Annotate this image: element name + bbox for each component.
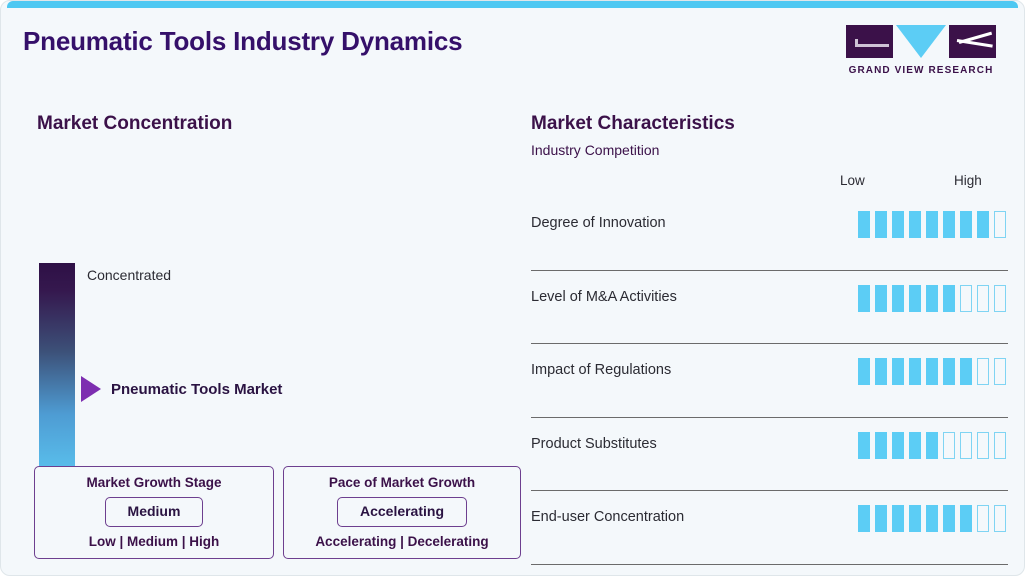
rating-tick-filled [858, 358, 870, 385]
characteristic-row: End-user Concentration [531, 491, 1008, 565]
rating-tick-filled [892, 284, 904, 312]
rating-tick-filled [858, 431, 870, 459]
rating-tick-filled [875, 284, 887, 312]
characteristic-rating-bars [858, 211, 1006, 238]
rating-tick-empty [960, 284, 972, 312]
rating-tick-filled [875, 431, 887, 459]
scale-high-label: High [954, 173, 982, 188]
characteristic-label: Level of M&A Activities [531, 288, 677, 305]
rating-tick-filled [926, 431, 938, 459]
rating-tick-filled [909, 431, 921, 459]
market-characteristics-subtitle: Industry Competition [531, 142, 660, 158]
market-concentration-panel: Market Concentration Concentrated Fragme… [1, 93, 521, 575]
rating-tick-filled [892, 431, 904, 459]
rating-tick-filled [858, 505, 870, 532]
rating-tick-filled [926, 211, 938, 238]
characteristic-label: Impact of Regulations [531, 362, 672, 378]
rating-tick-filled [892, 211, 904, 238]
rating-tick-filled [943, 358, 955, 385]
marker-arrow-icon [81, 376, 101, 402]
rating-tick-filled [926, 284, 938, 312]
pace-of-market-growth-value-chip: Accelerating [336, 497, 468, 527]
rating-tick-filled [892, 505, 904, 532]
rating-tick-empty [977, 284, 989, 312]
rating-tick-empty [994, 431, 1006, 459]
logo-left-block-icon [846, 25, 893, 58]
pace-of-market-growth-value: Accelerating [359, 503, 445, 519]
header: Pneumatic Tools Industry Dynamics GRAND … [1, 8, 1024, 93]
grand-view-research-logo: GRAND VIEW RESEARCH [846, 25, 996, 76]
market-growth-stage-value: Medium [127, 503, 181, 519]
stat-boxes: Market Growth Stage Medium Low | Medium … [34, 466, 521, 559]
rating-tick-filled [909, 505, 921, 532]
characteristic-label: Product Substitutes [531, 435, 657, 452]
rating-tick-empty [977, 505, 989, 532]
page-title: Pneumatic Tools Industry Dynamics [23, 26, 463, 56]
rating-tick-filled [875, 505, 887, 532]
characteristic-label: Degree of Innovation [531, 215, 666, 231]
rating-tick-empty [994, 358, 1006, 385]
market-concentration-title: Market Concentration [37, 113, 233, 134]
characteristic-row: Level of M&A Activities [531, 271, 1008, 344]
rating-tick-filled [977, 211, 989, 238]
top-accent-strip [7, 1, 1018, 8]
market-growth-stage-options: Low | Medium | High [88, 534, 220, 549]
rating-tick-filled [943, 284, 955, 312]
rating-tick-empty [960, 431, 972, 459]
rating-tick-filled [909, 284, 921, 312]
rating-tick-filled [960, 358, 972, 385]
concentration-scale-top-label: Concentrated [87, 267, 172, 283]
pace-of-market-growth-heading: Pace of Market Growth [328, 475, 476, 490]
rating-tick-empty [994, 505, 1006, 532]
rating-tick-empty [977, 358, 989, 385]
characteristic-rating-bars [858, 284, 1006, 312]
characteristic-rating-bars [858, 358, 1006, 385]
rating-tick-filled [909, 358, 921, 385]
rating-tick-filled [858, 284, 870, 312]
characteristic-row: Impact of Regulations [531, 344, 1008, 418]
characteristic-rating-bars [858, 431, 1006, 459]
rating-tick-empty [977, 431, 989, 459]
rating-tick-empty [994, 284, 1006, 312]
rating-tick-filled [858, 211, 870, 238]
rating-tick-filled [943, 505, 955, 532]
rating-tick-filled [892, 358, 904, 385]
rating-tick-empty [994, 211, 1006, 238]
market-growth-stage-heading: Market Growth Stage [86, 475, 222, 490]
characteristic-rating-bars [858, 505, 1006, 532]
scale-low-label: Low [840, 173, 865, 188]
market-characteristics-panel: Market Characteristics Industry Competit… [513, 93, 1024, 575]
rating-tick-empty [943, 431, 955, 459]
rating-tick-filled [909, 211, 921, 238]
rating-tick-filled [875, 358, 887, 385]
rating-tick-filled [960, 505, 972, 532]
pace-of-market-growth-box: Pace of Market Growth Accelerating Accel… [283, 466, 521, 559]
characteristic-label: End-user Concentration [531, 509, 685, 525]
rating-tick-filled [943, 211, 955, 238]
market-characteristics-title: Market Characteristics [531, 113, 735, 134]
rating-tick-filled [926, 358, 938, 385]
logo-marks [846, 25, 996, 60]
characteristic-row: Degree of Innovation [531, 197, 1008, 271]
pace-of-market-growth-options: Accelerating | Decelerating [315, 534, 489, 549]
logo-wordmark: GRAND VIEW RESEARCH [848, 65, 994, 76]
market-growth-stage-box: Market Growth Stage Medium Low | Medium … [34, 466, 274, 559]
market-growth-stage-value-chip: Medium [104, 497, 204, 527]
rating-tick-filled [960, 211, 972, 238]
characteristic-row: Product Substitutes [531, 418, 1008, 491]
logo-right-block-icon [949, 25, 996, 58]
rating-tick-filled [875, 211, 887, 238]
rating-tick-filled [926, 505, 938, 532]
market-position-marker: Pneumatic Tools Market [81, 376, 282, 402]
market-position-label: Pneumatic Tools Market [111, 380, 283, 398]
logo-triangle-icon [896, 25, 946, 58]
characteristics-rows: Degree of Innovation Level of M&A Activit… [531, 197, 1008, 565]
